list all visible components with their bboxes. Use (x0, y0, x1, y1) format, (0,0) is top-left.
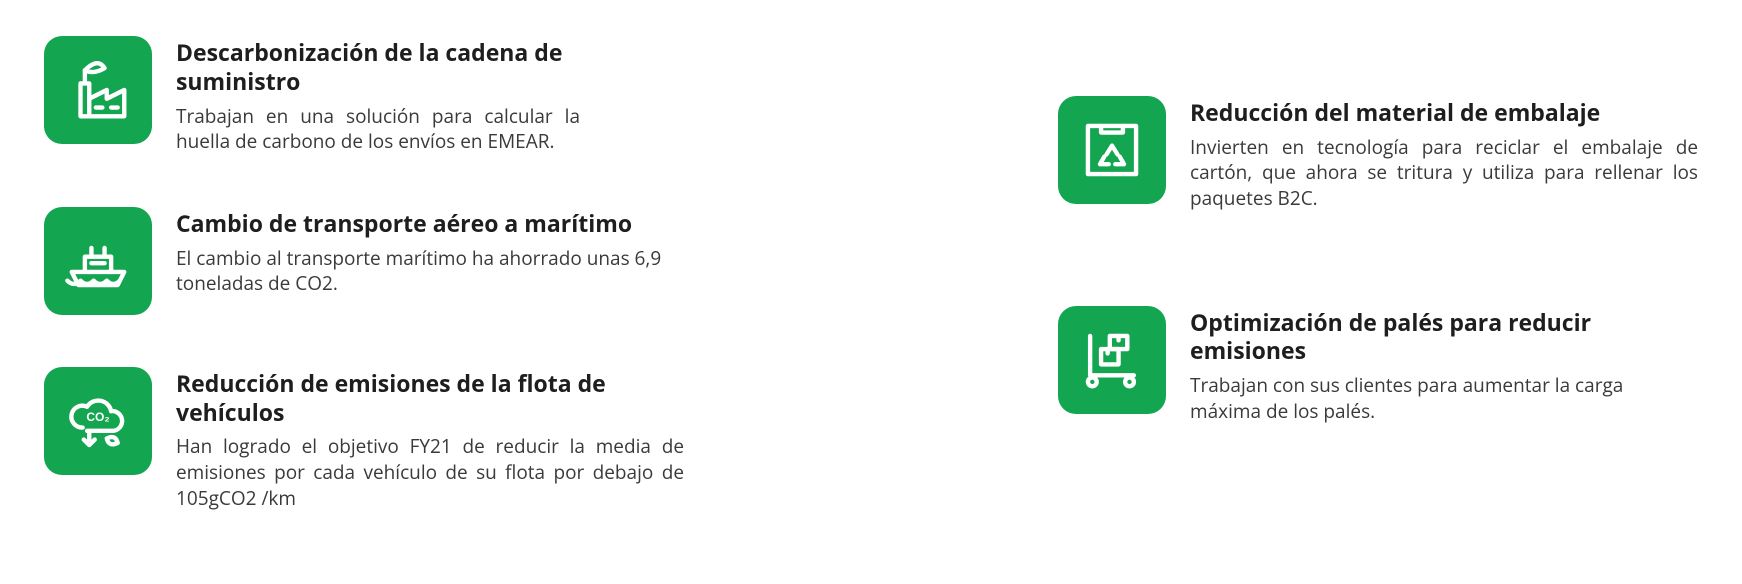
feature-text: Optimización de palés para reducir emisi… (1190, 306, 1698, 425)
feature-text: Reducción del material de embalaje Invie… (1190, 96, 1698, 212)
feature-text: Cambio de transporte aéreo a marítimo El… (176, 207, 684, 297)
feature-desc: El cambio al transporte marítimo ha ahor… (176, 246, 684, 297)
feature-text: Descarbonización de la cadena de suminis… (176, 36, 580, 155)
feature-title: Optimización de palés para reducir emisi… (1190, 308, 1698, 366)
feature-desc: Trabajan con sus clientes para aumentar … (1190, 373, 1698, 424)
feature-item: Descarbonización de la cadena de suminis… (44, 36, 684, 155)
eco-factory-icon (44, 36, 152, 144)
feature-title: Reducción de emisiones de la flota de ve… (176, 369, 684, 427)
co2-cloud-icon: CO₂ (44, 367, 152, 475)
ship-icon (44, 207, 152, 315)
feature-text: Reducción de emisiones de la flota de ve… (176, 367, 684, 511)
feature-item: Optimización de palés para reducir emisi… (1058, 306, 1698, 425)
feature-item: Reducción del material de embalaje Invie… (1058, 96, 1698, 212)
feature-desc: Han logrado el objetivo FY21 de reducir … (176, 434, 684, 511)
feature-title: Cambio de transporte aéreo a marítimo (176, 209, 684, 238)
svg-text:CO₂: CO₂ (86, 410, 109, 424)
left-column: Descarbonización de la cadena de suminis… (44, 36, 684, 511)
pallet-trolley-icon (1058, 306, 1166, 414)
feature-item: CO₂ Reducción de emisiones de la flota d… (44, 367, 684, 511)
feature-desc: Trabajan en una solución para calcular l… (176, 104, 580, 155)
feature-title: Reducción del material de embalaje (1190, 98, 1698, 127)
recycle-box-icon (1058, 96, 1166, 204)
feature-item: Cambio de transporte aéreo a marítimo El… (44, 207, 684, 315)
infographic-grid: Descarbonización de la cadena de suminis… (44, 36, 1698, 511)
right-column: Reducción del material de embalaje Invie… (1058, 36, 1698, 511)
feature-desc: Invierten en tecnología para reciclar el… (1190, 135, 1698, 212)
feature-title: Descarbonización de la cadena de suminis… (176, 38, 580, 96)
